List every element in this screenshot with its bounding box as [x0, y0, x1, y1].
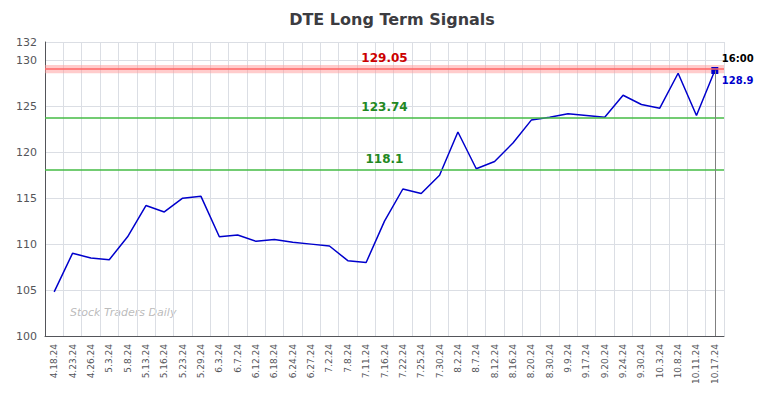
svg-text:8.2.24: 8.2.24 — [453, 344, 463, 373]
svg-text:7.16.24: 7.16.24 — [380, 344, 390, 379]
svg-text:10.3.24: 10.3.24 — [655, 344, 665, 379]
svg-text:4.26.24: 4.26.24 — [86, 344, 96, 379]
svg-text:8.12.24: 8.12.24 — [490, 344, 500, 379]
svg-text:9.30.24: 9.30.24 — [636, 344, 646, 379]
svg-text:5.29.24: 5.29.24 — [196, 344, 206, 379]
svg-text:7.30.24: 7.30.24 — [435, 344, 445, 379]
svg-text:5.13.24: 5.13.24 — [141, 344, 151, 379]
svg-text:5.8.24: 5.8.24 — [123, 344, 133, 373]
svg-text:130: 130 — [16, 54, 37, 67]
svg-text:129.05: 129.05 — [361, 51, 407, 65]
svg-text:16:00: 16:00 — [722, 53, 754, 64]
svg-text:6.18.24: 6.18.24 — [269, 344, 279, 379]
svg-text:5.16.24: 5.16.24 — [159, 344, 169, 379]
svg-text:110: 110 — [16, 238, 37, 251]
svg-text:105: 105 — [16, 284, 37, 297]
svg-text:10.8.24: 10.8.24 — [673, 344, 683, 379]
svg-text:10.11.24: 10.11.24 — [691, 344, 701, 384]
svg-text:6.24.24: 6.24.24 — [288, 344, 298, 379]
svg-text:125: 125 — [16, 100, 37, 113]
svg-text:100: 100 — [16, 330, 37, 343]
svg-text:7.2.24: 7.2.24 — [324, 344, 334, 373]
svg-text:6.12.24: 6.12.24 — [251, 344, 261, 379]
svg-text:115: 115 — [16, 192, 37, 205]
svg-text:8.16.24: 8.16.24 — [508, 344, 518, 379]
svg-text:9.9.24: 9.9.24 — [563, 344, 573, 373]
svg-text:6.7.24: 6.7.24 — [233, 344, 243, 373]
svg-text:120: 120 — [16, 146, 37, 159]
svg-text:5.23.24: 5.23.24 — [178, 344, 188, 379]
svg-text:Stock Traders Daily: Stock Traders Daily — [70, 306, 177, 319]
svg-text:7.25.24: 7.25.24 — [416, 344, 426, 379]
svg-text:4.23.24: 4.23.24 — [68, 344, 78, 379]
svg-text:128.9: 128.9 — [722, 75, 754, 86]
svg-text:6.3.24: 6.3.24 — [214, 344, 224, 373]
svg-text:123.74: 123.74 — [361, 100, 407, 114]
svg-text:5.3.24: 5.3.24 — [104, 344, 114, 373]
svg-text:4.18.24: 4.18.24 — [49, 344, 59, 379]
svg-text:9.20.24: 9.20.24 — [600, 344, 610, 379]
svg-text:9.24.24: 9.24.24 — [618, 344, 628, 379]
svg-text:7.8.24: 7.8.24 — [343, 344, 353, 373]
svg-text:8.20.24: 8.20.24 — [526, 344, 536, 379]
svg-text:8.7.24: 8.7.24 — [471, 344, 481, 373]
svg-text:7.11.24: 7.11.24 — [361, 344, 371, 379]
svg-text:DTE Long Term Signals: DTE Long Term Signals — [289, 10, 495, 29]
svg-text:7.22.24: 7.22.24 — [398, 344, 408, 379]
svg-text:8.30.24: 8.30.24 — [545, 344, 555, 379]
svg-text:6.27.24: 6.27.24 — [306, 344, 316, 379]
svg-text:132: 132 — [16, 36, 37, 49]
svg-text:118.1: 118.1 — [366, 152, 404, 166]
svg-text:10.17.24: 10.17.24 — [710, 344, 720, 384]
svg-text:9.17.24: 9.17.24 — [581, 344, 591, 379]
